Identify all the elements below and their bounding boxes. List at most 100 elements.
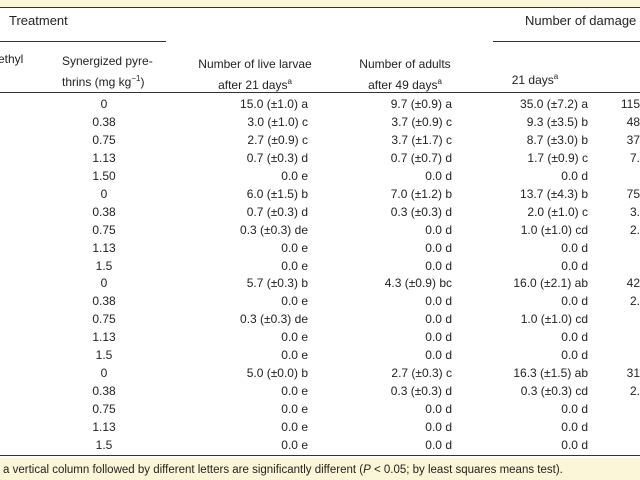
table-cell: 48 bbox=[626, 114, 640, 129]
table-cell: 0.7 (±0.3) d bbox=[246, 150, 308, 165]
table-cell: 0 bbox=[100, 97, 108, 111]
table-cell: 0.0 e bbox=[281, 384, 308, 399]
table-cell: 0.0 e bbox=[281, 330, 308, 345]
table-cell: 9.7 (±0.9) a bbox=[390, 97, 452, 111]
table-cell: 0.0 e bbox=[281, 240, 308, 255]
table-cell: 7. bbox=[629, 150, 640, 165]
table-cell: 0.0 d bbox=[561, 420, 588, 435]
table-cell: 0.0 d bbox=[425, 294, 452, 309]
table-cell: 0.0 d bbox=[561, 402, 588, 417]
table-cell: 2.7 (±0.3) c bbox=[391, 366, 452, 381]
top-strip bbox=[0, 0, 640, 7]
table-cell: 13.7 (±4.3) b bbox=[520, 186, 588, 201]
table-cell: 16.0 (±2.1) ab bbox=[513, 276, 588, 291]
table-cell: 1.5 bbox=[95, 438, 113, 452]
table-cell: 4.3 (±0.9) bc bbox=[384, 276, 452, 291]
table-cell: 8.7 (±3.0) b bbox=[526, 132, 588, 147]
table-cell: 1.50 bbox=[92, 168, 116, 183]
table-cell: 0.3 (±0.3) de bbox=[240, 222, 308, 237]
header-text: after 49 days bbox=[368, 78, 438, 92]
table-cell: 0.75 bbox=[92, 402, 116, 417]
table-cell: 0.3 (±0.3) d bbox=[390, 384, 452, 399]
table-cell: 0.0 d bbox=[425, 258, 452, 273]
table-cell: 0.75 bbox=[92, 312, 116, 327]
table-cell: 31 bbox=[626, 366, 640, 381]
header-text: Synergized pyre- bbox=[62, 54, 153, 68]
table-cell: 0.0 e bbox=[281, 168, 308, 183]
table-cell: 1.5 bbox=[95, 348, 113, 363]
table-cell: 0.0 d bbox=[425, 240, 452, 255]
table-cell: 0.3 (±0.3) d bbox=[390, 204, 452, 219]
table-cell: 0 bbox=[100, 186, 108, 201]
table-cell: 0.38 bbox=[92, 384, 116, 399]
header-text: ) bbox=[140, 75, 145, 89]
table-cell: 0.0 d bbox=[425, 168, 452, 183]
table-cell: 9.3 (±3.5) b bbox=[526, 114, 588, 129]
table-cell: 1.5 bbox=[95, 258, 113, 273]
table-cell: 0.38 bbox=[92, 294, 116, 309]
table-cell: 3. bbox=[629, 204, 640, 219]
table-cell: 6.0 (±1.5) b bbox=[246, 186, 308, 201]
header-text: thrins (mg kg bbox=[62, 75, 132, 89]
table-cell: 35.0 (±7.2) a bbox=[520, 97, 588, 111]
table-cell: 0.38 bbox=[92, 114, 116, 129]
table-cell: 0.0 d bbox=[561, 168, 588, 183]
header-text: Number of adults bbox=[359, 57, 451, 71]
table-cell: 3.7 (±1.7) c bbox=[391, 132, 452, 147]
group-header: Treatment bbox=[9, 13, 68, 28]
table-cell: 15.0 (±1.0) a bbox=[240, 97, 308, 111]
table-cell: 3.7 (±0.9) c bbox=[391, 114, 452, 129]
table-cell: 0.0 d bbox=[425, 330, 452, 345]
column-header: Synergized pyre- thrins (mg kg−1) bbox=[62, 52, 153, 91]
table-cell: 75 bbox=[626, 186, 640, 201]
table-cell: 0.0 d bbox=[561, 240, 588, 255]
column-header: 21 daysa bbox=[490, 72, 580, 87]
table-cell: 37 bbox=[626, 132, 640, 147]
column-header: ethyl bbox=[0, 52, 24, 66]
rule bbox=[0, 455, 640, 456]
table-cell: 0.0 d bbox=[425, 222, 452, 237]
table-cell: 1.0 (±1.0) cd bbox=[520, 312, 588, 327]
group-header: Number of damage bbox=[525, 13, 637, 28]
table-cell: 0 bbox=[100, 276, 108, 291]
table-cell: 2. bbox=[629, 222, 640, 237]
table-cell: 0.0 e bbox=[281, 258, 308, 273]
table-cell: 0.0 d bbox=[425, 420, 452, 435]
header-text: 21 days bbox=[511, 73, 554, 87]
table-cell: 0.0 d bbox=[425, 438, 452, 452]
table-cell: 1.13 bbox=[92, 240, 116, 255]
header-text: Number of live larvae bbox=[198, 57, 312, 71]
table-cell: 0.0 e bbox=[281, 402, 308, 417]
table-cell: 1.13 bbox=[92, 330, 116, 345]
table-cell: 1.7 (±0.9) c bbox=[527, 150, 588, 165]
footnote-text: < 0.05; by least squares means test). bbox=[370, 464, 563, 476]
table-cell: 5.7 (±0.3) b bbox=[246, 276, 308, 291]
column-header: Number of adults after 49 daysa bbox=[340, 56, 470, 94]
rule bbox=[493, 41, 640, 42]
footnote-text: a vertical column followed by different … bbox=[3, 464, 364, 476]
table-cell: 0.0 d bbox=[561, 438, 588, 452]
table-cell: 1.0 (±1.0) cd bbox=[520, 222, 588, 237]
table-cell: 0.7 (±0.3) d bbox=[246, 204, 308, 219]
table-cell: 0.75 bbox=[92, 132, 116, 147]
table-cell: 2. bbox=[629, 294, 640, 309]
table-cell: 0.0 d bbox=[561, 348, 588, 363]
bottom-strip bbox=[0, 458, 640, 480]
table-cell: 0.0 d bbox=[425, 402, 452, 417]
rule bbox=[0, 92, 640, 93]
table-cell: 0.3 (±0.3) de bbox=[240, 312, 308, 327]
column-header: Number of live larvae after 21 daysa bbox=[185, 56, 325, 94]
footnote-italic: P bbox=[363, 464, 371, 476]
rule bbox=[0, 41, 166, 42]
table-cell: 0.0 d bbox=[425, 348, 452, 363]
table-cell: 0.0 d bbox=[561, 330, 588, 345]
table-cell: 7.0 (±1.2) b bbox=[390, 186, 452, 201]
table-cell: 0.0 e bbox=[281, 438, 308, 452]
table-cell: 0.7 (±0.7) d bbox=[390, 150, 452, 165]
table-cell: 3.0 (±1.0) c bbox=[247, 114, 308, 129]
table-cell: 0.0 d bbox=[425, 312, 452, 327]
table-cell: 5.0 (±0.0) b bbox=[246, 366, 308, 381]
table-cell: 16.3 (±1.5) ab bbox=[513, 366, 588, 381]
table-cell: 0.0 e bbox=[281, 294, 308, 309]
